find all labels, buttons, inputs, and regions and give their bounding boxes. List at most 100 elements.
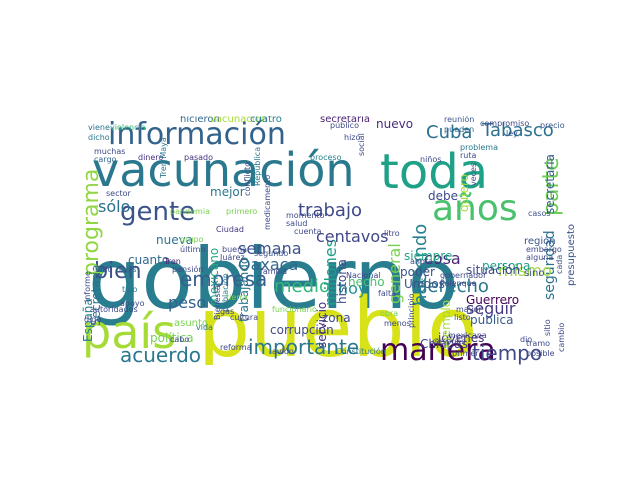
word-espana: España bbox=[81, 298, 95, 342]
word-sino: sino bbox=[524, 268, 544, 279]
word-trabajo: trabajo bbox=[298, 200, 362, 221]
word-embargo: embargo bbox=[526, 245, 562, 254]
word-cada: cada bbox=[555, 255, 564, 274]
word-ciudad: Ciudad bbox=[216, 225, 244, 234]
word-chiapas: Chiapas bbox=[420, 337, 468, 351]
word-publico: público bbox=[330, 121, 359, 130]
word-semana: semana bbox=[238, 239, 302, 258]
word-buena: buena bbox=[222, 245, 247, 254]
word-gente: gente bbox=[120, 197, 195, 227]
word-cuanto: cuanto bbox=[128, 253, 169, 267]
word-social: social bbox=[357, 133, 366, 156]
word-dinero: dinero bbox=[138, 153, 163, 162]
word-unidos: Unidos bbox=[404, 277, 445, 291]
word-vida: vida bbox=[196, 323, 213, 332]
word-zona: zona bbox=[322, 311, 351, 325]
word-grupo: grupo bbox=[180, 235, 204, 244]
word-oaxaca: Oaxaca bbox=[238, 255, 298, 274]
word-servicio: servicio bbox=[315, 302, 329, 348]
word-guerrero: Guerrero bbox=[466, 293, 519, 307]
word-programa: programa bbox=[80, 169, 104, 276]
word-apoyo: apoyo bbox=[120, 299, 145, 308]
word-cabo: cabo bbox=[170, 335, 189, 344]
word-palenque: Palenque bbox=[440, 279, 477, 288]
word-haciendo: haciendo bbox=[410, 224, 431, 306]
word-tren: Tren bbox=[163, 257, 181, 266]
word-quiero: quiero bbox=[457, 174, 471, 212]
word-cambio: cambio bbox=[557, 323, 566, 352]
word-cloud-frame: gobierno pueblo vacunación toda país manera in… bbox=[80, 116, 577, 365]
word-tramo: tramo bbox=[526, 339, 550, 348]
word-medio: medio bbox=[274, 276, 330, 297]
word-secretaria: Secretaría bbox=[89, 265, 103, 326]
word-primer: primer bbox=[452, 349, 479, 358]
word-mejor: mejor bbox=[210, 185, 245, 199]
word-violencia: violencia bbox=[110, 123, 146, 132]
word-debe: debe bbox=[428, 189, 458, 203]
word-problema: problema bbox=[460, 143, 498, 152]
word-acuerdo: acuerdo bbox=[120, 343, 201, 365]
word-casos: casos bbox=[528, 209, 551, 218]
word-pandemia: pandemia bbox=[170, 207, 210, 216]
word-proceso: proceso bbox=[310, 153, 342, 162]
word-constitucion: Constitución bbox=[336, 346, 386, 356]
word-cargo: cargo bbox=[94, 155, 117, 164]
word-viene: viene bbox=[88, 123, 110, 132]
word-litro: litro bbox=[384, 229, 400, 238]
word-ruta: ruta bbox=[460, 151, 476, 160]
word-ejemplo: ejemplo bbox=[439, 300, 453, 348]
word-nueva: nueva bbox=[156, 233, 193, 247]
word-toda: toda bbox=[380, 144, 488, 200]
word-gobierno: gobierno bbox=[88, 230, 459, 328]
word-posible: posible bbox=[526, 349, 555, 358]
word-importante: importante bbox=[248, 335, 359, 359]
word-sitio: sitio bbox=[543, 319, 552, 336]
word-millones: millones bbox=[321, 239, 340, 306]
word-tren-maya: Tren Maya bbox=[159, 137, 168, 179]
word-menos: menos bbox=[384, 319, 411, 328]
word-despues: después bbox=[432, 336, 465, 346]
word-siempre: siempre bbox=[404, 249, 452, 263]
word-ley: ley bbox=[506, 129, 518, 138]
word-veces: veces bbox=[469, 163, 478, 186]
word-bienestar: Bienestar bbox=[213, 281, 222, 320]
word-republica: República bbox=[253, 147, 262, 186]
word-ahora: ahora bbox=[410, 257, 433, 266]
word-digo: digo bbox=[84, 315, 101, 324]
word-listo: listo bbox=[454, 313, 471, 322]
word-cultura: cultura bbox=[230, 313, 258, 322]
word-pasado: pasado bbox=[184, 153, 213, 162]
word-informacion: información bbox=[108, 117, 286, 152]
word-sido: sido bbox=[96, 265, 112, 274]
word-sector: sector bbox=[106, 189, 132, 198]
word-manera: manera bbox=[380, 333, 496, 365]
word-dosis: dosis bbox=[116, 265, 137, 274]
word-segundo: segundo bbox=[254, 249, 288, 258]
word-ultimo: último bbox=[180, 245, 205, 254]
word-informe: informe bbox=[83, 271, 92, 302]
word-mexicano: mexicano bbox=[207, 248, 221, 306]
word-seguridad: seguridad bbox=[542, 230, 558, 300]
word-cuenta: cuenta bbox=[294, 227, 322, 236]
word-parte: parte bbox=[539, 157, 564, 216]
word-precio: precio bbox=[540, 121, 565, 130]
word-nuevo: nuevo bbox=[376, 117, 413, 131]
word-reunion: reunión bbox=[444, 116, 474, 124]
word-pueblo: pueblo bbox=[198, 281, 477, 365]
word-solo: sólo bbox=[98, 197, 130, 216]
word-juarez: Juárez bbox=[219, 253, 245, 262]
word-medicamento: medicamento bbox=[263, 175, 272, 230]
word-bien: bien bbox=[94, 259, 142, 284]
word-gobernador: gobernador bbox=[440, 271, 487, 280]
word-empresa: empresa bbox=[180, 267, 267, 291]
word-politica: política bbox=[150, 331, 194, 345]
word-derecho: derecho bbox=[416, 276, 489, 297]
word-pension: pensión bbox=[172, 264, 203, 274]
word-dio: dio bbox=[520, 335, 532, 344]
word-hoy: hoy bbox=[338, 279, 367, 298]
word-peso: peso bbox=[168, 293, 206, 312]
word-pueden: pueden bbox=[444, 125, 474, 134]
word-vacunacion: vacunación bbox=[210, 116, 267, 125]
word-mismo: mismo bbox=[498, 261, 552, 280]
